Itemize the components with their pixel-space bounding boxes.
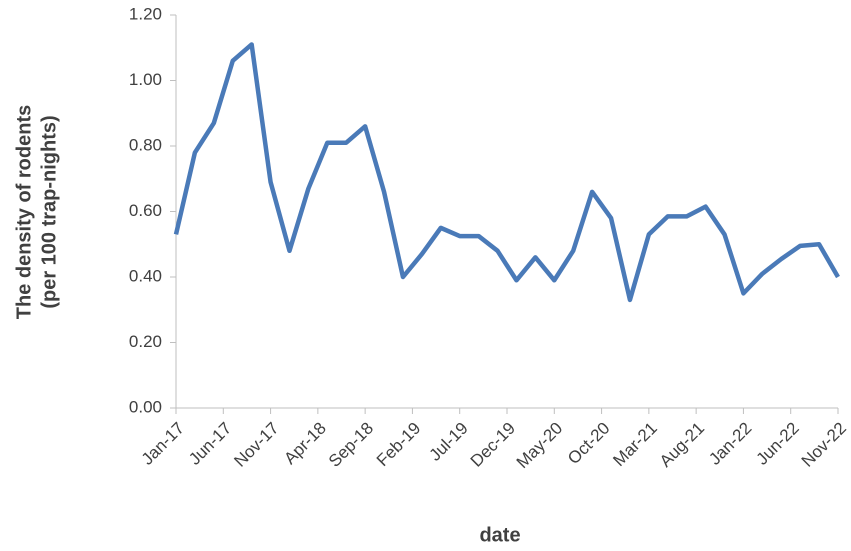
x-tick-label: Feb-19 bbox=[373, 419, 425, 471]
x-tick-label: Jul-19 bbox=[426, 419, 472, 465]
y-tick-label: 0.00 bbox=[129, 397, 162, 416]
x-tick-label: Jan-17 bbox=[138, 419, 188, 469]
y-tick-label: 0.40 bbox=[129, 266, 162, 285]
data-line bbox=[173, 42, 840, 303]
x-tick-label: Sep-18 bbox=[325, 419, 377, 471]
x-tick-label: Aug-21 bbox=[656, 419, 708, 471]
x-tick-label: Apr-18 bbox=[280, 419, 330, 469]
x-tick-label: Jan-22 bbox=[705, 419, 755, 469]
y-axis-title: (per 100 trap-nights) bbox=[38, 115, 60, 308]
y-tick-label: 0.60 bbox=[129, 201, 162, 220]
x-tick-label: Jun-17 bbox=[185, 419, 235, 469]
x-tick-label: Dec-19 bbox=[467, 419, 519, 471]
y-tick-label: 0.20 bbox=[129, 332, 162, 351]
x-tick-label: May-20 bbox=[513, 419, 567, 473]
y-tick-label: 1.20 bbox=[129, 4, 162, 23]
y-tick-label: 1.00 bbox=[129, 70, 162, 89]
x-tick-label: Mar-21 bbox=[609, 419, 661, 471]
x-tick-label: Nov-17 bbox=[230, 419, 282, 471]
x-tick-label: Oct-20 bbox=[564, 419, 614, 469]
x-tick-label: Jun-22 bbox=[753, 419, 803, 469]
y-axis-title: The density of rodents bbox=[13, 105, 35, 319]
x-tick-label: Nov-22 bbox=[798, 419, 850, 471]
x-axis-title: date bbox=[479, 524, 520, 546]
y-tick-label: 0.80 bbox=[129, 135, 162, 154]
